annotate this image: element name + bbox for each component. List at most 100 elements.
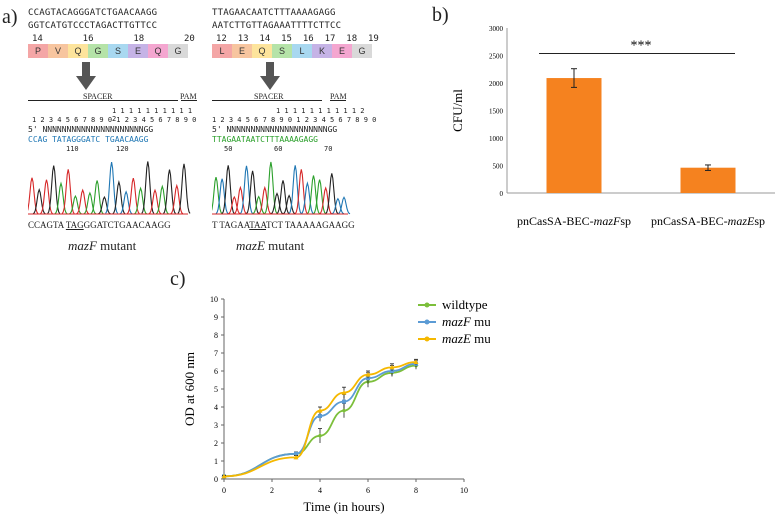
bar-0 bbox=[546, 78, 602, 193]
mazf-mutant-seq-post: GGATCTGAACAAGG bbox=[83, 220, 171, 230]
line-x-tick-1: 2 bbox=[270, 486, 274, 495]
maze-trace-peak-2 bbox=[221, 165, 235, 214]
line-x-tick-5: 10 bbox=[460, 486, 468, 495]
left-aa-6: Q bbox=[148, 44, 168, 58]
mazf-spacer-line bbox=[28, 100, 178, 101]
right-trace-tick-2: 70 bbox=[324, 145, 333, 153]
maze-trace-peak-0 bbox=[212, 176, 223, 214]
mazf-trace-peak-7 bbox=[76, 188, 90, 215]
mazf-trace-peak-17 bbox=[148, 188, 162, 215]
legend-label-2: mazE mutant bbox=[442, 331, 490, 346]
line-y-tick-3: 3 bbox=[214, 421, 218, 430]
maze-trace-peak-4 bbox=[234, 185, 247, 215]
left-aa-number-1: 16 bbox=[82, 34, 94, 44]
maze-trace-peak-20 bbox=[331, 197, 345, 215]
series-1-point-1 bbox=[294, 451, 298, 456]
mazf-trace-peak-4 bbox=[54, 181, 68, 215]
mazf-trace-peak-21 bbox=[177, 163, 191, 214]
maze-seq-top: TTAGAACAATCTTTAAAAGAGG bbox=[212, 8, 336, 18]
right-aa-3: S bbox=[272, 44, 292, 58]
mazf-chromatogram bbox=[28, 161, 191, 215]
maze-trace-peak-13 bbox=[288, 165, 302, 214]
legend-marker-1 bbox=[424, 319, 430, 325]
cfu-bar-chart: CFU/ml 0 500 1000 1500 2000 2500 3000 pnCasSA-… bbox=[450, 25, 775, 229]
mazf-down-arrow-icon bbox=[76, 62, 96, 90]
mazf-trace-peak-0 bbox=[28, 177, 39, 214]
line-y-axis-label: OD at 600 nm bbox=[182, 352, 197, 426]
mazf-trace-peak-18 bbox=[155, 184, 169, 215]
bar-y-tick-0: 0 bbox=[500, 190, 504, 198]
series-2-point-1 bbox=[293, 454, 299, 460]
series-2-point-5 bbox=[389, 364, 395, 370]
bar-category-post-1: sp bbox=[754, 214, 765, 228]
mazf-trace-peak-20 bbox=[170, 183, 184, 215]
mazf-spacer-label: SPACER bbox=[83, 92, 113, 101]
legend-label-gene-1: mazF bbox=[442, 314, 472, 329]
right-aa-number-3: 15 bbox=[281, 34, 292, 44]
bar-category-gene-0: mazF bbox=[594, 214, 621, 228]
line-y-tick-8: 8 bbox=[214, 331, 218, 340]
right-aa-1: E bbox=[232, 44, 252, 58]
left-aa-4: S bbox=[108, 44, 128, 58]
left-aa-7: G bbox=[168, 44, 188, 58]
mazf-mutant-seq-pre: CCAGTA bbox=[28, 220, 66, 230]
maze-seq-bottom: AATCTTGTTAGAAATTTTCTTCC bbox=[212, 21, 342, 31]
mazf-pam-label: PAM bbox=[180, 92, 197, 101]
right-aa-4: L bbox=[292, 44, 312, 58]
maze-caption-rest: mutant bbox=[264, 238, 305, 253]
maze-trace-peak-16 bbox=[307, 175, 320, 214]
left-aa-number-0: 14 bbox=[32, 34, 43, 44]
line-x-tick-3: 6 bbox=[366, 486, 370, 495]
mazf-caption: mazF mutant bbox=[68, 238, 136, 254]
bar-category-post-0: sp bbox=[620, 214, 631, 228]
maze-trace-peak-17 bbox=[313, 179, 327, 214]
line-y-tick-5: 5 bbox=[214, 385, 218, 394]
panel-b-label: b) bbox=[432, 4, 449, 26]
mazf-aa-numbers: 14 16 18 20 bbox=[32, 34, 195, 44]
maze-pam-label: PAM bbox=[330, 92, 347, 101]
left-aa-5: E bbox=[128, 44, 148, 58]
line-chart-legend: wildtype mazF mutant mazE mutant bbox=[418, 297, 490, 346]
left-aa-1: V bbox=[48, 44, 68, 58]
maze-trace-peak-8 bbox=[258, 185, 272, 215]
legend-label-rest-0: wildtype bbox=[442, 297, 488, 312]
maze-mutant-seq-pre: T TAGAA bbox=[212, 220, 250, 230]
right-aa-0: L bbox=[212, 44, 232, 58]
maze-trace-peak-21 bbox=[337, 196, 351, 215]
right-aa-number-1: 13 bbox=[237, 34, 249, 44]
maze-trace-peak-18 bbox=[319, 186, 333, 215]
legend-label-rest-1: mutant bbox=[471, 314, 490, 329]
line-x-tick-0: 0 bbox=[222, 486, 226, 495]
maze-trace-ticks: 50 60 70 bbox=[212, 145, 382, 155]
mazf-caption-gene: mazF bbox=[68, 238, 97, 253]
mazf-trace-peak-15 bbox=[134, 186, 147, 215]
bar-y-tick-1: 500 bbox=[493, 163, 504, 171]
series-2-point-3 bbox=[341, 390, 347, 395]
bar-category-pre-1: pnCasSA-BEC- bbox=[651, 214, 728, 228]
maze-trace-peak-7 bbox=[252, 195, 265, 215]
line-y-tick-1: 1 bbox=[214, 457, 218, 466]
right-trace-tick-1: 60 bbox=[274, 145, 283, 153]
right-aa-2: Q bbox=[252, 44, 272, 58]
maze-aa-numbers: 12 13 14 15 16 17 18 19 bbox=[216, 34, 379, 44]
bar-y-tick-3: 1500 bbox=[489, 108, 504, 116]
maze-trace-peak-3 bbox=[228, 195, 241, 215]
bar-chart-bars: pnCasSA-BEC-mazFsp pnCasSA-BEC-mazEsp*** bbox=[517, 39, 765, 229]
legend-marker-0 bbox=[424, 302, 430, 308]
right-aa-number-7: 19 bbox=[368, 34, 379, 44]
maze-sequence-panel: TTAGAACAATCTTTAAAAGAGG AATCTTGTTAGAAATTT… bbox=[212, 8, 382, 258]
maze-trace-peak-12 bbox=[282, 194, 296, 215]
growth-line-chart: 0 1 2 3 4 5 6 7 8 9 10 0 2 4 6 8 10 Time (in hours) OD at … bbox=[182, 295, 490, 514]
left-aa-number-2: 18 bbox=[133, 34, 145, 44]
line-chart-axes: 0 1 2 3 4 5 6 7 8 9 10 0 2 4 6 8 10 Time (in hours) OD at … bbox=[182, 295, 468, 514]
series-2-point-4 bbox=[365, 372, 371, 377]
right-aa-number-6: 18 bbox=[346, 34, 358, 44]
line-y-tick-0: 0 bbox=[214, 475, 218, 484]
maze-trace-peak-11 bbox=[276, 180, 290, 214]
bar-1 bbox=[680, 167, 736, 193]
legend-label-0: wildtype bbox=[442, 297, 488, 312]
mazf-seq-top: CCAGTACAGGGATCTGAACAAGG bbox=[28, 8, 158, 18]
mazf-ruler-tens: 1 1 1 1 1 1 1 1 1 1 2 bbox=[112, 107, 193, 123]
